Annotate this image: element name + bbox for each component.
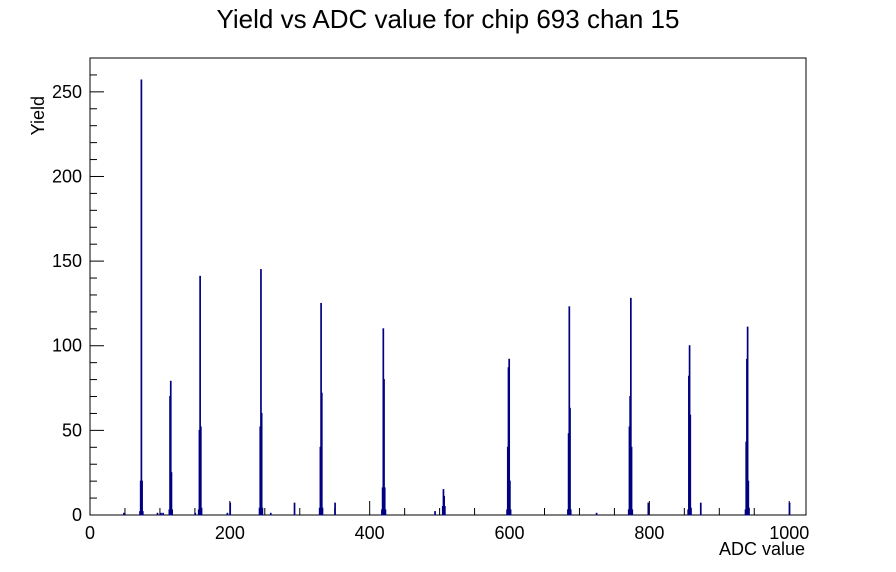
histogram-bin	[630, 446, 633, 516]
histogram-bin	[200, 507, 203, 516]
histogram-bin	[384, 509, 387, 516]
x-tick-label: 200	[215, 523, 245, 543]
plot-frame	[89, 57, 807, 516]
y-tick-label: 250	[52, 82, 82, 102]
histogram-bin	[647, 502, 650, 516]
histogram-bin	[321, 507, 324, 516]
histogram-bin	[171, 509, 174, 516]
x-axis-label: ADC value	[719, 539, 805, 559]
axis-ticks	[89, 57, 790, 516]
histogram-bin	[595, 512, 598, 516]
histogram-bin	[141, 480, 143, 516]
histogram-bin	[293, 502, 296, 516]
histogram-bin	[690, 507, 692, 516]
histogram-bin	[569, 407, 571, 516]
histogram-bin	[156, 512, 159, 516]
y-tick-label: 50	[62, 420, 82, 440]
x-tick-label: 400	[355, 523, 385, 543]
y-axis-label: Yield	[28, 96, 48, 135]
histogram-bin	[434, 511, 436, 516]
histogram-bin	[141, 511, 144, 516]
chart-title: Yield vs ADC value for chip 693 chan 15	[217, 4, 680, 34]
histogram-bin	[689, 414, 692, 516]
x-tick-label: 800	[634, 523, 664, 543]
histogram-bin	[162, 512, 164, 516]
histogram-bin	[320, 392, 323, 516]
x-tick-label: 1000	[769, 523, 809, 543]
histogram-bin	[334, 502, 336, 516]
histogram-bin	[509, 509, 512, 516]
histogram-bin	[226, 512, 229, 516]
histogram-bin	[160, 512, 162, 516]
histogram-bin	[699, 502, 702, 516]
x-tick-label: 0	[85, 523, 95, 543]
y-tick-label: 0	[72, 505, 82, 525]
histogram-bin	[788, 502, 791, 516]
histogram-bin	[269, 512, 272, 516]
histogram-bin	[260, 412, 263, 516]
histogram-bin	[140, 79, 143, 516]
histogram-bin	[170, 472, 173, 516]
histogram-bin	[199, 426, 202, 516]
y-tick-label: 200	[52, 166, 82, 186]
histogram-bin	[748, 507, 750, 516]
histogram-bin	[569, 509, 572, 516]
x-tick-label: 600	[495, 523, 525, 543]
histogram-bin	[261, 507, 264, 516]
histogram-bin	[631, 509, 634, 516]
histogram-bin	[123, 512, 125, 516]
y-tick-label: 100	[52, 336, 82, 356]
tick-labels: 0 200 400 600 800 1000 0 50 100 150 200 250	[52, 82, 809, 543]
histogram-bars	[123, 79, 791, 516]
histogram-bin	[444, 506, 446, 516]
histogram-bin	[229, 502, 232, 516]
y-tick-label: 150	[52, 251, 82, 271]
histogram-bin	[194, 512, 197, 516]
